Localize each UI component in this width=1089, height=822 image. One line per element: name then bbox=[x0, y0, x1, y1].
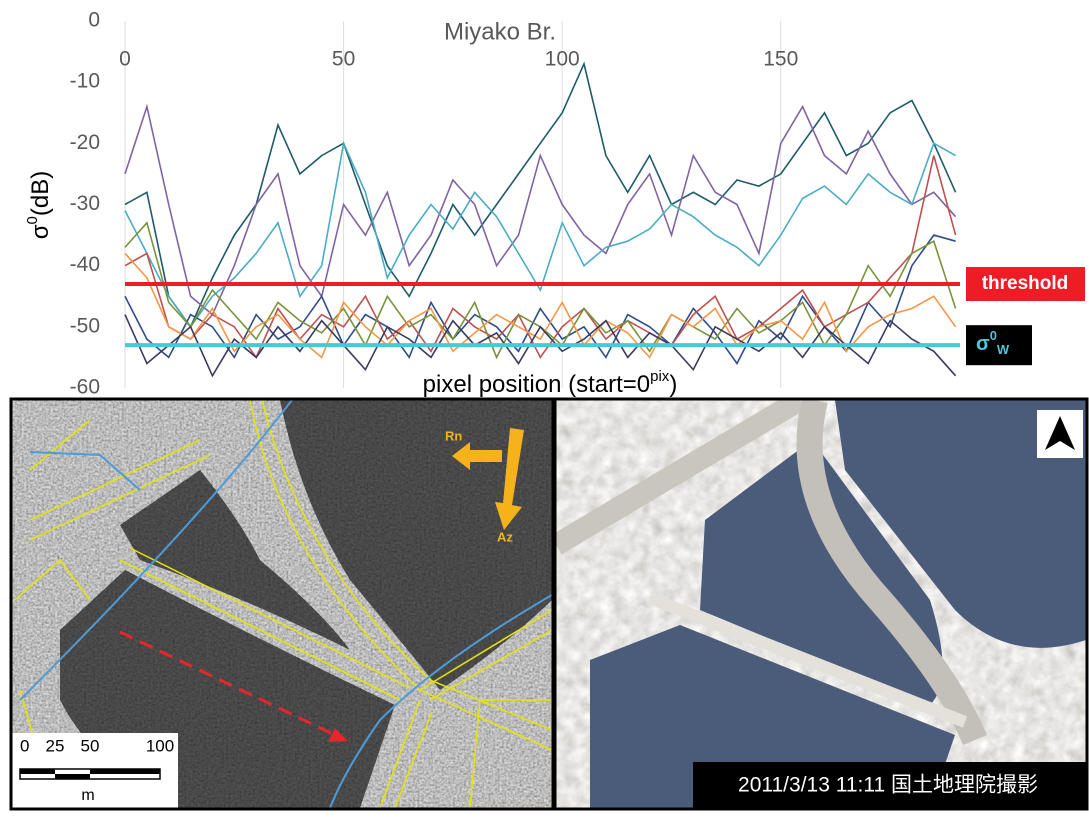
label-sup: 0 bbox=[990, 329, 997, 344]
y-label-part: (dB) bbox=[27, 171, 54, 216]
y-tick-label: 0 bbox=[88, 9, 100, 32]
scale-unit: m bbox=[81, 787, 94, 804]
range-label: Rn bbox=[445, 428, 462, 443]
y-tick-label: -50 bbox=[70, 314, 100, 337]
scale-segment bbox=[90, 769, 160, 774]
series-line bbox=[125, 64, 956, 327]
x-label-part: pixel position (start=0 bbox=[423, 371, 650, 398]
azimuth-label: Az bbox=[497, 529, 513, 544]
photo-caption: 2011/3/13 11:11 国土地理院撮影 bbox=[738, 774, 1038, 797]
x-tick-label: 150 bbox=[763, 48, 798, 71]
x-label-sup: pix bbox=[650, 368, 670, 385]
y-tick-label: -60 bbox=[70, 376, 100, 399]
reference-label: threshold bbox=[982, 273, 1069, 294]
scale-segment bbox=[55, 774, 90, 779]
label-sub: W bbox=[997, 343, 1010, 358]
y-tick-label: -30 bbox=[70, 192, 100, 215]
y-label-sup: 0 bbox=[24, 216, 41, 224]
scale-tick-label: 50 bbox=[81, 736, 100, 755]
x-axis-label: pixel position (start=0pix) bbox=[423, 368, 678, 398]
chart-title: Miyako Br. bbox=[444, 18, 556, 45]
series-line bbox=[125, 143, 956, 326]
scale-segment bbox=[20, 769, 55, 774]
scale-tick-label: 25 bbox=[46, 736, 65, 755]
series-line bbox=[125, 253, 956, 357]
sar-image: Rn Az m 0 25 50 100 bbox=[12, 400, 552, 808]
label-part: σ bbox=[976, 333, 990, 355]
x-tick-label: 50 bbox=[332, 48, 355, 71]
y-tick-label: -10 bbox=[70, 70, 100, 93]
figure: Miyako Br. σ0(dB) pixel position (start=… bbox=[0, 0, 1089, 817]
y-label-part: σ bbox=[27, 224, 54, 239]
x-tick-label: 0 bbox=[119, 48, 131, 71]
scale-tick-label: 100 bbox=[146, 736, 174, 755]
y-tick-label: -40 bbox=[70, 253, 100, 276]
aerial-photo: 2011/3/13 11:11 国土地理院撮影 bbox=[556, 400, 1086, 808]
y-tick-label: -20 bbox=[70, 131, 100, 154]
x-tick-label: 100 bbox=[545, 48, 580, 71]
y-axis-label: σ0(dB) bbox=[24, 171, 54, 240]
x-label-part: ) bbox=[669, 371, 677, 398]
scale-tick-label: 0 bbox=[20, 736, 29, 755]
